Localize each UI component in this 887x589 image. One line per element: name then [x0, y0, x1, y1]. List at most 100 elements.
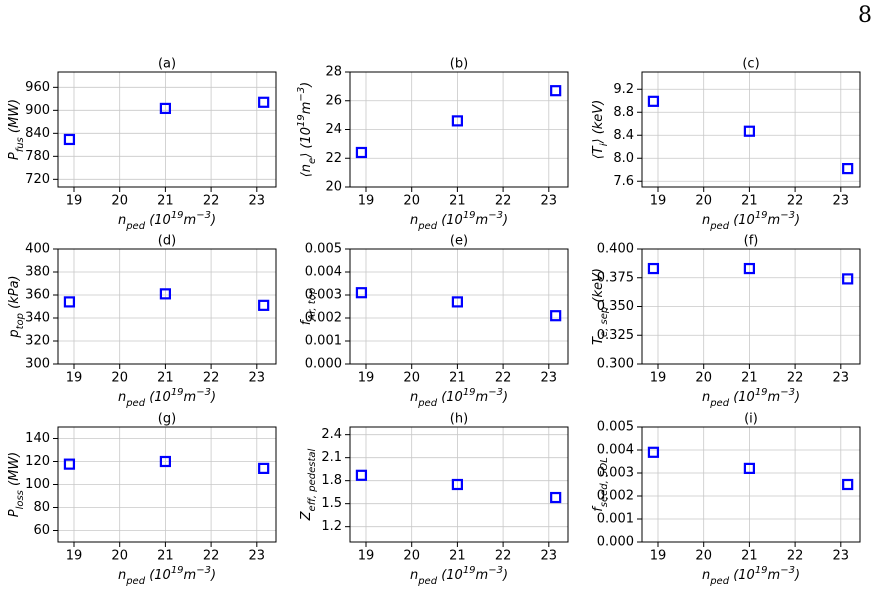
x-axis-label-part: (10: [437, 390, 463, 405]
panel-title: (c): [742, 57, 759, 72]
x-axis-label: nped (1019m−3): [118, 387, 216, 409]
y-axis-label-part: (MW): [7, 452, 22, 490]
y-tick-label: 900: [25, 103, 50, 118]
x-tick-label: 23: [833, 194, 850, 209]
y-tick-label: 0.001: [305, 334, 342, 349]
x-axis-label-part: n: [118, 390, 126, 405]
x-axis-label-part: ped: [709, 398, 730, 409]
marker: [842, 273, 854, 285]
x-axis-label-part: 19: [463, 565, 476, 576]
y-axis-label-part: Ar, top: [307, 288, 318, 322]
x-axis-label-part: ): [794, 390, 800, 405]
x-axis-label-part: −3: [488, 387, 503, 398]
x-tick-label: 22: [787, 194, 804, 209]
y-tick-label: 8.0: [613, 151, 634, 166]
y-tick-label: 24: [325, 122, 342, 137]
y-axis-label-part: Z: [299, 510, 314, 521]
x-axis-label-part: ): [210, 568, 216, 583]
y-tick-label: 300: [25, 357, 50, 372]
x-tick-label: 21: [157, 549, 174, 564]
x-axis-label-part: m: [768, 390, 781, 405]
x-axis-label-part: (10: [145, 213, 171, 228]
y-tick-label: 8.8: [613, 105, 634, 120]
y-tick-label: 720: [25, 172, 50, 187]
y-tick-label: 0.005: [305, 242, 342, 257]
marker: [258, 96, 270, 108]
y-tick-label: 120: [25, 454, 50, 469]
x-axis-label-part: 19: [463, 210, 476, 221]
x-axis-label-part: ped: [709, 221, 730, 232]
y-axis-label-part: ⟩ (10: [299, 127, 314, 159]
y-tick-label: 960: [25, 80, 50, 95]
panel-title: (e): [450, 234, 468, 249]
x-tick-label: 19: [358, 549, 375, 564]
x-axis-label: nped (1019m−3): [118, 210, 216, 232]
marker: [451, 296, 464, 308]
marker: [647, 262, 660, 275]
x-axis-label-part: m: [476, 390, 489, 405]
marker: [63, 296, 76, 308]
x-axis-label-part: m: [768, 213, 781, 228]
panel-title: (g): [158, 412, 176, 427]
x-axis-label-part: n: [118, 568, 126, 583]
y-axis-label-part: T: [591, 336, 606, 345]
marker: [159, 288, 172, 300]
x-axis-label-part: −3: [196, 210, 211, 221]
panel-title: (h): [450, 412, 468, 427]
marker: [647, 446, 660, 458]
plot-frame: [57, 426, 277, 543]
x-tick-label: 22: [495, 549, 512, 564]
panel-title: (i): [744, 412, 758, 427]
x-tick-label: 19: [650, 549, 667, 564]
x-axis-label-part: −3: [488, 210, 503, 221]
x-tick-label: 23: [249, 194, 266, 209]
page-number: 8: [858, 3, 872, 28]
x-axis-label: nped (1019m−3): [702, 565, 800, 587]
y-tick-label: 140: [25, 431, 50, 446]
x-tick-label: 22: [787, 371, 804, 386]
y-tick-label: 0.000: [305, 357, 342, 372]
x-tick-label: 22: [787, 549, 804, 564]
y-axis-label-part: (keV): [591, 268, 606, 307]
x-tick-label: 23: [541, 194, 558, 209]
x-tick-label: 23: [833, 549, 850, 564]
y-axis-label-part: i: [599, 143, 610, 146]
y-tick-label: 2.4: [321, 427, 342, 442]
marker: [258, 462, 270, 474]
x-axis-label-part: n: [410, 390, 418, 405]
marker: [63, 133, 76, 146]
x-tick-label: 23: [541, 549, 558, 564]
y-tick-label: 0.000: [597, 535, 634, 550]
x-tick-label: 19: [66, 549, 83, 564]
x-axis-label-part: −3: [196, 565, 211, 576]
y-axis-label: fseed, SOL: [591, 457, 610, 512]
x-axis-label-part: ): [502, 213, 508, 228]
y-axis-label-part: e, sep: [599, 307, 610, 337]
x-axis-label-part: 19: [171, 210, 184, 221]
x-axis-label-part: 19: [755, 565, 768, 576]
x-axis-label: nped (1019m−3): [118, 565, 216, 587]
marker: [355, 146, 368, 159]
x-tick-label: 21: [741, 194, 758, 209]
y-tick-label: 0.300: [597, 357, 634, 372]
y-axis-label-part: (MW): [7, 99, 22, 137]
x-tick-label: 20: [403, 371, 420, 386]
x-tick-label: 23: [833, 371, 850, 386]
panel-title: (d): [158, 234, 176, 249]
y-axis-label-part: P: [7, 152, 22, 160]
x-axis-label: nped (1019m−3): [410, 387, 508, 409]
marker: [63, 458, 76, 470]
marker: [355, 469, 368, 481]
y-axis-label-part: (kPa): [7, 275, 22, 313]
y-axis-label: fAr, top: [299, 288, 318, 325]
plot-frame: [641, 426, 861, 543]
y-axis-label: Ploss (MW): [7, 452, 26, 518]
x-axis-label-part: 19: [755, 210, 768, 221]
x-axis-label-part: n: [118, 213, 126, 228]
x-axis-label-part: −3: [488, 565, 503, 576]
x-axis-label: nped (1019m−3): [410, 210, 508, 232]
x-tick-label: 20: [403, 194, 420, 209]
x-axis-label-part: m: [184, 390, 197, 405]
x-axis-label-part: n: [410, 568, 418, 583]
